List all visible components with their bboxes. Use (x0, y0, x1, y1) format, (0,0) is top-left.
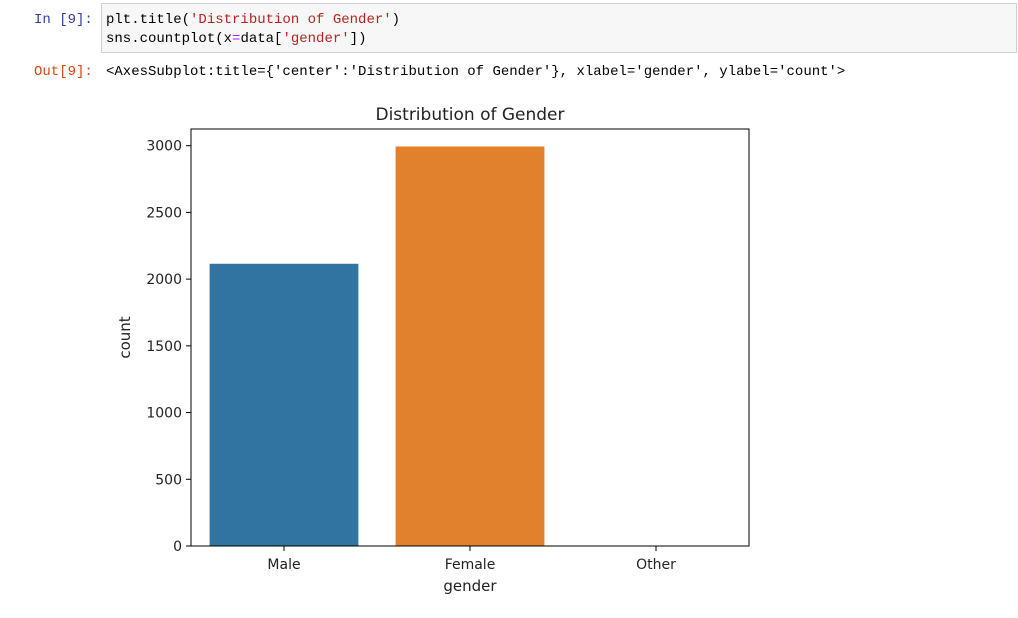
y-tick-label: 0 (173, 539, 182, 555)
code-token: = (232, 31, 241, 47)
y-tick-label: 1000 (146, 406, 182, 422)
code-token: 'gender' (282, 31, 350, 47)
code-token: data[ (240, 31, 283, 47)
input-prompt: In [9]: (34, 12, 93, 28)
code-line-1: plt.title('Distribution of Gender') (106, 11, 1016, 30)
y-tick-label: 1500 (146, 339, 182, 355)
code-line-2: sns.countplot(x=data['gender']) (106, 30, 1016, 49)
bar-female (395, 146, 545, 546)
y-tick-label: 500 (155, 472, 182, 488)
x-tick-label: Female (445, 557, 496, 573)
code-token: plt.title( (106, 12, 191, 28)
x-tick-label: Other (636, 557, 676, 573)
y-tick-label: 2000 (146, 272, 182, 288)
code-token: 'Distribution of Gender' (190, 12, 392, 28)
x-axis-label: gender (443, 577, 497, 595)
x-tick-label: Male (267, 557, 300, 573)
code-cell[interactable]: plt.title('Distribution of Gender') sns.… (101, 3, 1017, 53)
y-tick-label: 2500 (146, 205, 182, 221)
code-token: ) (391, 12, 401, 28)
output-prompt: Out[9]: (34, 64, 93, 80)
y-axis-label: count (116, 316, 134, 358)
countplot-chart: 0 500 1000 1500 2000 2500 3000 Male Female Other D… (116, 105, 750, 595)
output-text: <AxesSubplot:title={'center':'Distributi… (106, 64, 846, 80)
y-tick-label: 3000 (146, 139, 182, 155)
bar-male (209, 263, 359, 546)
chart-title: Distribution of Gender (375, 105, 564, 125)
code-token: ]) (349, 31, 367, 47)
code-token: sns.countplot(x (106, 31, 233, 47)
